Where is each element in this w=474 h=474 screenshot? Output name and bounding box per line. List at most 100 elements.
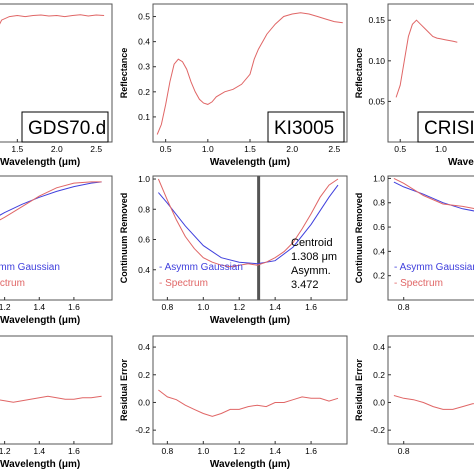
series-line-spectrum	[156, 12, 343, 135]
legend-label: Spectrum	[0, 278, 25, 289]
legend-entry: - Asymm Gaussian	[394, 262, 474, 273]
sample-name: GDS70.d	[28, 118, 106, 139]
x-tick-label: 1.6	[68, 446, 80, 456]
x-tick-label: 1.5	[244, 144, 256, 154]
legend-label: Asymm Gaussian	[0, 262, 60, 273]
fit-annotation-line: 3.472	[291, 279, 319, 291]
x-tick-label: 1.4	[269, 302, 281, 312]
p-mid-right: 0.8 0.2 0.4 0.6 0.8 1.0 Continuum Removed - Asy…	[354, 173, 474, 312]
series-line-spectrum	[0, 14, 105, 25]
series-line-spectrum	[393, 395, 474, 410]
plot-frame	[0, 175, 113, 301]
legend-entry: - Asymm Gaussian	[0, 262, 60, 273]
series-line-asymm-gaussian	[0, 181, 102, 216]
p-top-left: 1.5 2.0 2.5 Wavelength (μm) GDS70.d	[0, 3, 113, 168]
legend-entry: - Spectrum	[394, 278, 443, 289]
x-tick-label: 1.4	[269, 446, 281, 456]
y-tick-label: 0.5	[138, 12, 150, 22]
x-tick-label: 1.6	[305, 446, 317, 456]
y-tick-label: 0.4	[138, 265, 150, 275]
y-tick-label: 0.3	[138, 62, 150, 72]
series-line-spectrum	[393, 177, 474, 209]
y-tick-label: 1.0	[373, 173, 385, 183]
x-tick-label: 0.8	[398, 446, 410, 456]
plot-frame	[152, 175, 348, 301]
series-line-spectrum	[158, 389, 339, 417]
y-tick-label: 0.2	[373, 271, 385, 281]
plot-frame	[152, 335, 348, 445]
series-line-spectrum	[157, 178, 339, 268]
x-tick-label: 0.5	[394, 144, 406, 154]
y-tick-label: 0.05	[368, 96, 385, 106]
x-axis-label: Wavele	[448, 157, 474, 168]
x-tick-label: 1.2	[0, 446, 11, 456]
plot-frame	[0, 335, 113, 445]
fit-annotation-line: 1.308 μm	[291, 251, 337, 263]
series-line-spectrum	[0, 395, 102, 403]
legend-label: Asymm Gaussian	[400, 262, 474, 273]
sample-name-box	[267, 111, 345, 143]
sample-name: KI3005	[274, 118, 334, 139]
p-top-right: 0.5 1.0 0.05 0.10 0.15 Wavele Reflectance CRISI	[354, 3, 474, 168]
p-bot-mid: 0.8 1.0 1.2 1.4 1.6 -0.2 0.0 0.2 0.4 Wavelength (…	[119, 335, 348, 470]
plot-frame	[387, 175, 474, 301]
x-tick-label: 1.6	[68, 302, 80, 312]
y-tick-label: 0.4	[138, 342, 150, 352]
p-bot-right: 0.8 -0.2 0.0 0.2 0.4 Residual Error	[354, 335, 474, 456]
x-tick-label: 1.2	[233, 302, 245, 312]
x-tick-label: 0.5	[160, 144, 172, 154]
x-tick-label: 1.6	[305, 302, 317, 312]
x-axis-label: Wavelength (μm)	[210, 459, 290, 470]
fit-annotation-line: Centroid	[291, 237, 333, 249]
x-tick-label: 0.8	[161, 302, 173, 312]
x-tick-label: 1.0	[197, 446, 209, 456]
x-tick-label: 2.0	[286, 144, 298, 154]
y-axis-label: Residual Error	[354, 358, 364, 421]
legend-swatch: -	[159, 262, 165, 273]
x-tick-label: 2.5	[90, 144, 102, 154]
legend-entry: - Asymm Gaussian	[159, 262, 243, 273]
y-tick-label: 0.2	[138, 87, 150, 97]
y-tick-label: 0.2	[138, 370, 150, 380]
sample-name-box	[21, 111, 109, 143]
y-tick-label: 0.15	[368, 15, 385, 25]
x-tick-label: 2.5	[328, 144, 340, 154]
y-tick-label: 0.8	[373, 198, 385, 208]
y-axis-label: Residual Error	[119, 358, 129, 421]
legend-entry: - Spectrum	[159, 278, 208, 289]
x-axis-label: Wavelength (μm)	[0, 157, 80, 168]
y-axis-label: Continuum Removed	[119, 193, 129, 284]
x-tick-label: 1.2	[233, 446, 245, 456]
y-tick-label: 0.4	[373, 246, 385, 256]
y-tick-label: 0.6	[373, 222, 385, 232]
legend-label: Asymm Gaussian	[165, 262, 243, 273]
y-axis-label: Reflectance	[119, 48, 129, 99]
y-tick-label: -0.2	[135, 425, 150, 435]
x-tick-label: 1.0	[435, 144, 447, 154]
y-tick-label: 0.2	[373, 370, 385, 380]
y-tick-label: 0.0	[373, 397, 385, 407]
y-tick-label: 0.0	[138, 397, 150, 407]
plot-frame	[387, 335, 474, 445]
p-top-mid: 0.5 1.0 1.5 2.0 2.5 0.1 0.2 0.3 0.4 0.5 Wavelength…	[119, 3, 348, 168]
legend-swatch: -	[394, 278, 400, 289]
sample-name: CRISI	[424, 118, 474, 139]
x-tick-label: 0.8	[161, 446, 173, 456]
legend-label: Spectrum	[400, 278, 443, 289]
p-mid-left: 1.2 1.4 1.6 Wavelength (μm) - Asymm Gaussian…	[0, 175, 113, 326]
y-axis-label: Reflectance	[354, 48, 364, 99]
series-line-asymm-gaussian	[158, 184, 339, 265]
y-tick-label: 0.6	[138, 235, 150, 245]
x-axis-label: Wavelength (μm)	[0, 315, 80, 326]
x-axis-label: Wavelength (μm)	[210, 157, 290, 168]
x-axis-label: Wavelength (μm)	[210, 315, 290, 326]
y-tick-label: 0.4	[138, 37, 150, 47]
legend-label: Spectrum	[165, 278, 208, 289]
x-tick-label: 1.0	[197, 302, 209, 312]
x-tick-label: 0.8	[398, 302, 410, 312]
series-line-spectrum	[395, 19, 458, 98]
x-axis-label: Wavelength (μm)	[0, 459, 80, 470]
x-tick-label: 1.0	[202, 144, 214, 154]
